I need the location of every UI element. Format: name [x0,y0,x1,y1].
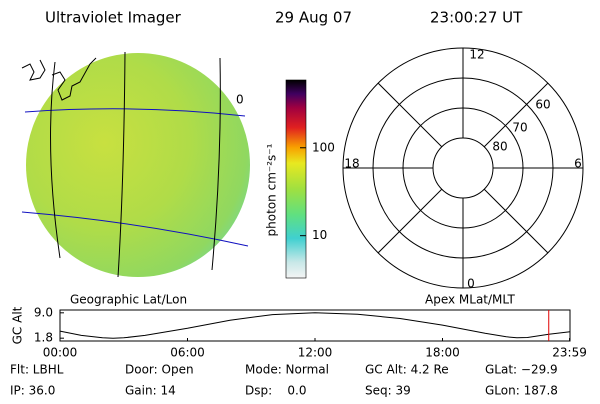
status-field: Dsp: 0.0 [245,384,307,398]
colorbar-label: photon cm⁻²s⁻¹ [265,143,279,236]
colorbar-ticks: 10 100 [300,140,335,242]
polar-spoke [483,82,549,148]
longitude-label: 0 [236,93,244,107]
longitude-line [117,51,126,278]
polar-spoke [377,82,443,148]
lat-label: 80 [492,140,507,154]
x-tick-label: 23:59 [552,346,587,360]
colorbar-tick-label: 10 [312,228,327,242]
longitude-line [50,61,61,259]
status-field: Mode: Normal [245,363,329,377]
polar-spoke [377,188,443,254]
y-axis-label: GC Alt [11,306,25,344]
auroral-image [26,53,250,277]
x-tick-label: 00:00 [43,346,78,360]
status-field: Flt: LBHL [10,363,64,377]
time: 23:00:27 UT [430,9,523,27]
y-tick-label: 1.8 [34,331,53,345]
altitude-line [59,312,571,339]
mlt-label: 12 [469,48,484,62]
lat-label: 60 [535,98,550,112]
mlt-label: 0 [467,277,475,291]
colorbar-tick-label: 100 [312,140,335,154]
polar-spoke [483,188,549,254]
lat-label: 70 [512,121,527,135]
status-field: GC Alt: 4.2 Re [365,363,449,377]
coastline [21,57,97,101]
status-field: GLon: 187.8 [485,384,558,398]
status-fields: Flt: LBHL Door: Open Mode: Normal GC Alt: 4… [10,363,558,398]
colorbar [285,79,307,279]
globe-image: 0 [21,51,250,278]
status-field: IP: 36.0 [10,384,55,398]
polar-caption: Apex MLat/MLT [425,293,515,307]
longitude-line [211,57,221,271]
latitude-line [24,108,246,117]
altitude-plot: GC Alt 9.0 1.800:00 06:00 12:00 18:00 23:59 [11,305,587,359]
status-field: Door: Open [125,363,194,377]
status-field: GLat: −29.9 [485,363,558,377]
mlt-label: 18 [344,157,359,171]
x-tick-label: 12:00 [298,346,333,360]
x-tick-label: 18:00 [425,346,460,360]
status-field: Seq: 39 [365,384,411,398]
date: 29 Aug 07 [275,9,352,27]
status-field: Gain: 14 [125,384,176,398]
latitude-line [21,211,249,247]
x-tick-label: 06:00 [170,346,205,360]
mlt-label: 6 [574,157,582,171]
polar-grid [342,47,584,289]
title: Ultraviolet Imager [45,9,182,27]
y-tick-label: 9.0 [34,305,53,319]
globe-caption: Geographic Lat/Lon [70,293,187,307]
